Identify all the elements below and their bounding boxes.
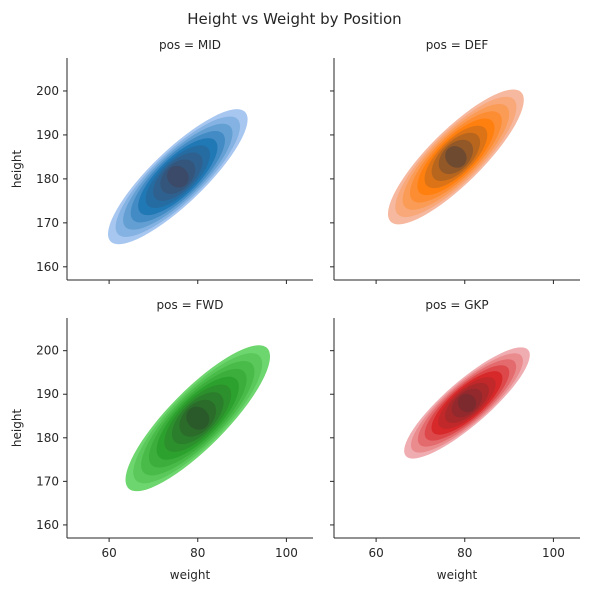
y-tick-label-fwd-160: 160 xyxy=(36,518,59,532)
y-tick-label-fwd-180: 180 xyxy=(36,431,59,445)
panel-title-def: pos = DEF xyxy=(426,38,489,52)
x-axis-label-fwd: weight xyxy=(170,568,211,582)
y-tick-label-fwd-190: 190 xyxy=(36,387,59,401)
panel-title-fwd: pos = FWD xyxy=(157,298,224,312)
y-axis-label-fwd: height xyxy=(10,409,24,448)
x-tick-label-fwd-60: 60 xyxy=(101,546,116,560)
contour-gkp-8 xyxy=(457,393,477,413)
x-tick-label-gkp-100: 100 xyxy=(542,546,565,560)
chart-title: Height vs Weight by Position xyxy=(187,10,401,28)
panels: pos = MID 160 170 180 190 200 height pos = DEF p… xyxy=(10,38,580,582)
panel-fwd: pos = FWD 160 170 180 190 200 60 80 100 height wei… xyxy=(10,298,313,582)
y-tick-label-mid-160: 160 xyxy=(36,260,59,274)
contour-def-8 xyxy=(445,146,467,168)
y-axis-label-mid: height xyxy=(10,150,24,189)
panel-title-mid: pos = MID xyxy=(159,38,221,52)
panel-mid: pos = MID 160 170 180 190 200 height xyxy=(10,38,313,284)
y-tick-label-mid-200: 200 xyxy=(36,84,59,98)
panel-def: pos = DEF xyxy=(330,38,580,284)
panel-title-gkp: pos = GKP xyxy=(425,298,488,312)
y-tick-label-mid-180: 180 xyxy=(36,172,59,186)
x-tick-label-gkp-80: 80 xyxy=(457,546,472,560)
x-tick-label-gkp-60: 60 xyxy=(368,546,383,560)
y-tick-label-mid-190: 190 xyxy=(36,128,59,142)
x-tick-label-fwd-100: 100 xyxy=(275,546,298,560)
contour-fwd-8 xyxy=(186,406,210,430)
panel-gkp: pos = GKP 60 80 100 weight xyxy=(330,298,580,582)
y-tick-label-fwd-170: 170 xyxy=(36,474,59,488)
x-tick-label-fwd-80: 80 xyxy=(190,546,205,560)
y-tick-label-mid-170: 170 xyxy=(36,216,59,230)
contour-mid-8 xyxy=(166,165,189,188)
x-axis-label-gkp: weight xyxy=(437,568,478,582)
y-tick-label-fwd-200: 200 xyxy=(36,344,59,358)
